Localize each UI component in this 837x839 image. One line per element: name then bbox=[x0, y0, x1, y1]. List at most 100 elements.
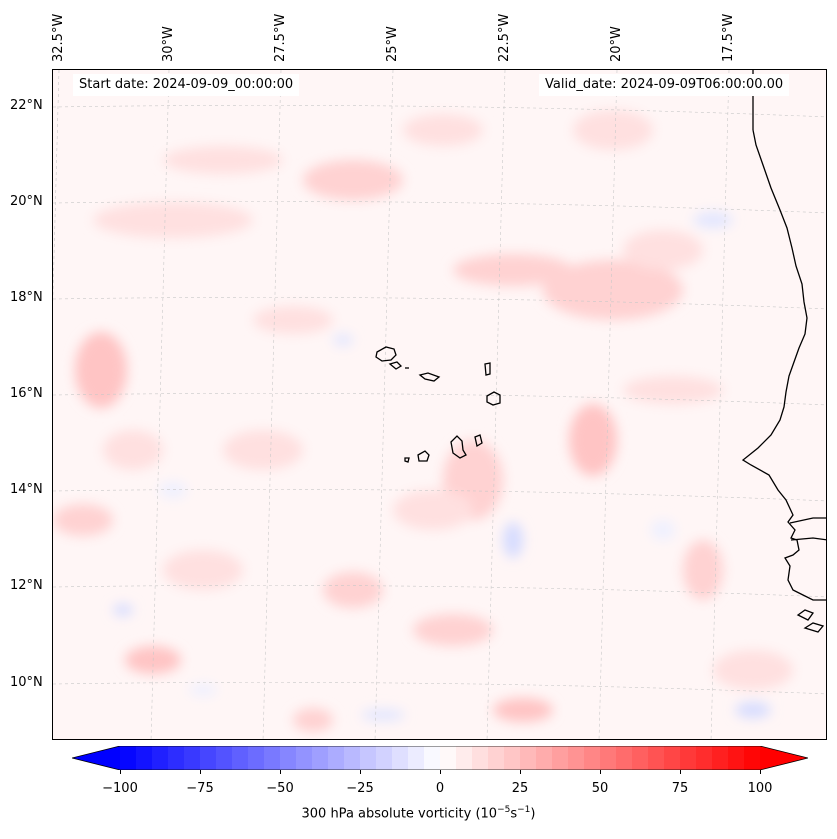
colorbar-bin bbox=[552, 746, 569, 770]
colorbar-tick-mark bbox=[200, 770, 201, 774]
meridian-line bbox=[150, 70, 170, 739]
colorbar-tick-label: −75 bbox=[186, 781, 214, 796]
parallel-line bbox=[53, 585, 826, 598]
colorbar-bin bbox=[664, 746, 681, 770]
colorbar-bin bbox=[360, 746, 377, 770]
colorbar-max-extend bbox=[760, 746, 808, 770]
colorbar-tick-label: 50 bbox=[591, 781, 609, 796]
colorbar-bin bbox=[600, 746, 617, 770]
santiago bbox=[450, 435, 467, 459]
colorbar-bin bbox=[168, 746, 185, 770]
colorbar-tick-mark bbox=[680, 770, 681, 774]
colorbar-bin bbox=[344, 746, 361, 770]
colorbar-bin bbox=[216, 746, 233, 770]
colorbar-bin bbox=[232, 746, 249, 770]
colorbar-bin bbox=[504, 746, 521, 770]
longitude-label: 20°W bbox=[609, 26, 624, 62]
longitude-label: 17.5°W bbox=[721, 13, 736, 62]
vorticity-positive-patch bbox=[223, 430, 303, 470]
island bbox=[796, 609, 815, 621]
colorbar-bin bbox=[376, 746, 393, 770]
colorbar-bin bbox=[152, 746, 169, 770]
latitude-label: 10°N bbox=[10, 675, 43, 690]
colorbar-tick-label: 100 bbox=[747, 781, 773, 796]
colorbar-bin bbox=[392, 746, 409, 770]
island bbox=[803, 622, 825, 633]
colorbar-tick-mark bbox=[440, 770, 441, 774]
longitude-label: 27.5°W bbox=[273, 13, 288, 62]
boa-vista bbox=[486, 391, 501, 406]
vorticity-positive-patch bbox=[623, 376, 723, 404]
colorbar-bin bbox=[312, 746, 329, 770]
latitude-label: 18°N bbox=[10, 290, 43, 305]
colorbar-bin bbox=[536, 746, 553, 770]
meridian-line bbox=[53, 70, 60, 305]
colorbar-bin bbox=[520, 746, 537, 770]
meridian-line bbox=[710, 70, 730, 739]
colorbar-bin bbox=[200, 746, 217, 770]
colorbar-tick-mark bbox=[600, 770, 601, 774]
latitude-label: 20°N bbox=[10, 194, 43, 209]
meridian-line bbox=[374, 70, 394, 739]
colorbar-tick-label: 0 bbox=[435, 781, 445, 796]
colorbar-bin bbox=[648, 746, 665, 770]
colorbar-bin bbox=[328, 746, 345, 770]
vorticity-positive-patch bbox=[293, 708, 333, 732]
vorticity-positive-patch bbox=[163, 146, 283, 174]
longitude-label: 25°W bbox=[385, 26, 400, 62]
africa-coastline bbox=[741, 129, 826, 601]
maio bbox=[474, 434, 483, 448]
colorbar-bin bbox=[184, 746, 201, 770]
sao-vicente bbox=[388, 361, 403, 370]
colorbar-bin bbox=[728, 746, 745, 770]
colorbar-bin bbox=[424, 746, 441, 770]
parallel-line bbox=[53, 682, 826, 695]
vorticity-negative-patch bbox=[333, 334, 353, 346]
vorticity-negative-patch bbox=[113, 604, 133, 616]
guinea-bissau bbox=[790, 537, 826, 541]
longitude-label: 32.5°W bbox=[51, 13, 66, 62]
colorbar-tick-label: −25 bbox=[346, 781, 374, 796]
colorbar-tick-mark bbox=[120, 770, 121, 774]
colorbar-tick-mark bbox=[520, 770, 521, 774]
colorbar-bin bbox=[744, 746, 761, 770]
colorbar-tick-mark bbox=[760, 770, 761, 774]
map-panel[interactable] bbox=[52, 69, 827, 740]
longitude-label: 22.5°W bbox=[497, 13, 512, 62]
colorbar-bin bbox=[120, 746, 137, 770]
vorticity-positive-patch bbox=[683, 540, 723, 600]
latitude-label: 12°N bbox=[10, 578, 43, 593]
parallel-line bbox=[53, 393, 826, 406]
colorbar-bin bbox=[296, 746, 313, 770]
valid-date-label: Valid_date: 2024-09-09T06:00:00.00 bbox=[539, 74, 790, 96]
vorticity-positive-patch bbox=[453, 254, 573, 286]
vorticity-negative-patch bbox=[693, 212, 733, 228]
colorbar-bin bbox=[264, 746, 281, 770]
colorbar-tick-mark bbox=[360, 770, 361, 774]
vorticity-negative-patch bbox=[361, 709, 405, 721]
fogo bbox=[417, 450, 430, 462]
vorticity-positive-patch bbox=[303, 160, 403, 200]
colorbar-bin bbox=[632, 746, 649, 770]
sal bbox=[484, 362, 491, 376]
latitude-label: 16°N bbox=[10, 386, 43, 401]
colorbar-tick-mark bbox=[280, 770, 281, 774]
latitude-label: 22°N bbox=[10, 98, 43, 113]
meridian-line bbox=[598, 70, 618, 739]
vorticity-negative-patch bbox=[503, 522, 523, 558]
vorticity-positive-patch bbox=[93, 202, 253, 238]
colorbar-gradient bbox=[71, 745, 809, 771]
vorticity-positive-patch bbox=[493, 698, 553, 722]
meridian-line bbox=[486, 70, 506, 739]
vorticity-positive-patch bbox=[623, 230, 703, 270]
colorbar-bin bbox=[248, 746, 265, 770]
colorbar-bin bbox=[456, 746, 473, 770]
colorbar-bin bbox=[488, 746, 505, 770]
meridian-line bbox=[262, 70, 282, 739]
gambia-river bbox=[789, 517, 826, 524]
vorticity-positive-patch bbox=[53, 504, 113, 536]
vorticity-positive-patch bbox=[413, 614, 493, 646]
colorbar-bin bbox=[280, 746, 297, 770]
vorticity-positive-patch bbox=[403, 114, 483, 146]
colorbar-bin bbox=[584, 746, 601, 770]
